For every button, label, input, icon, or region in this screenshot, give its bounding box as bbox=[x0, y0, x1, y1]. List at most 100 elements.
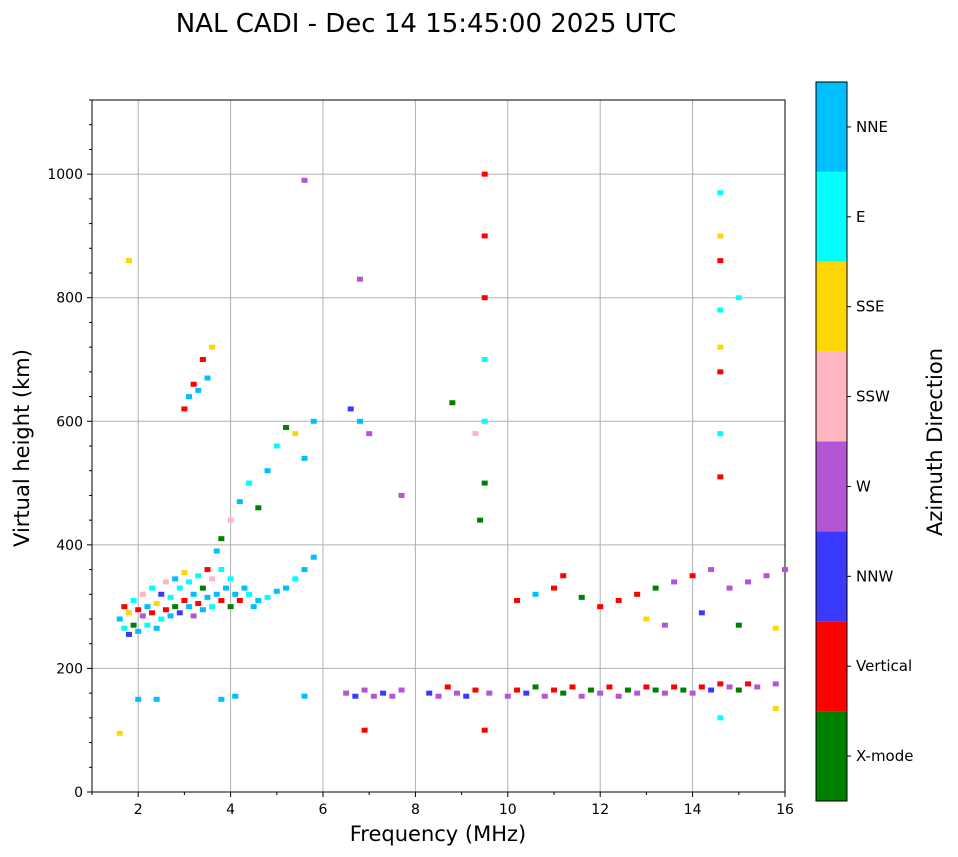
data-point bbox=[218, 567, 225, 573]
data-point bbox=[717, 258, 724, 264]
data-point bbox=[698, 610, 705, 616]
data-point bbox=[255, 597, 262, 603]
data-point bbox=[125, 631, 132, 637]
data-point bbox=[652, 687, 659, 693]
data-point bbox=[689, 573, 696, 579]
data-point bbox=[236, 499, 243, 505]
data-point bbox=[361, 687, 368, 693]
colorbar-tick-label: NNE bbox=[856, 118, 888, 136]
data-point bbox=[366, 431, 373, 437]
colorbar-swatch bbox=[816, 621, 847, 712]
data-point bbox=[204, 375, 211, 381]
data-point bbox=[121, 604, 128, 610]
data-point bbox=[125, 610, 132, 616]
data-point bbox=[162, 607, 169, 613]
data-point bbox=[153, 696, 160, 702]
data-point bbox=[606, 684, 613, 690]
colorbar-tick-label: SSW bbox=[856, 388, 890, 406]
data-point bbox=[624, 687, 631, 693]
data-point bbox=[398, 687, 405, 693]
data-point bbox=[435, 693, 442, 699]
grid bbox=[92, 100, 786, 793]
colorbar-swatch bbox=[816, 171, 847, 262]
colorbar-swatch bbox=[816, 441, 847, 532]
colorbar-swatch bbox=[816, 351, 847, 442]
x-tick-label: 4 bbox=[226, 802, 235, 818]
data-point bbox=[717, 344, 724, 350]
data-point bbox=[246, 480, 253, 486]
data-point bbox=[135, 607, 142, 613]
data-point bbox=[232, 693, 239, 699]
data-point bbox=[153, 625, 160, 631]
x-axis-label: Frequency (MHz) bbox=[350, 822, 526, 846]
data-point bbox=[292, 431, 299, 437]
data-point bbox=[481, 357, 488, 362]
data-point bbox=[398, 492, 405, 498]
data-point bbox=[199, 357, 206, 362]
data-point bbox=[708, 567, 715, 573]
data-point bbox=[204, 594, 211, 600]
data-point bbox=[218, 696, 225, 702]
x-tick-label: 12 bbox=[591, 802, 609, 818]
data-point bbox=[172, 604, 179, 610]
data-point bbox=[444, 684, 451, 690]
data-point bbox=[273, 588, 280, 594]
data-point bbox=[181, 597, 188, 603]
data-point bbox=[153, 601, 160, 607]
data-point bbox=[186, 604, 193, 610]
data-point bbox=[176, 585, 183, 591]
data-point bbox=[634, 591, 641, 597]
data-point bbox=[569, 684, 576, 690]
data-point bbox=[343, 690, 350, 696]
data-point bbox=[671, 684, 678, 690]
data-point bbox=[661, 622, 668, 628]
data-point bbox=[283, 424, 290, 430]
data-point bbox=[477, 517, 484, 523]
colorbar-tick-label: X-mode bbox=[856, 747, 913, 765]
data-point bbox=[361, 727, 368, 733]
x-tick-label: 16 bbox=[776, 802, 794, 818]
colorbar: X-mode Vertical NNW W SSW SSE E NNE bbox=[815, 81, 913, 802]
x-tick-label: 8 bbox=[411, 802, 420, 818]
x-tick-label: 14 bbox=[684, 802, 702, 818]
data-point bbox=[264, 468, 271, 474]
y-tick-label: 1000 bbox=[47, 167, 83, 183]
data-point bbox=[209, 344, 216, 350]
data-point bbox=[481, 295, 488, 301]
data-point bbox=[301, 177, 308, 183]
data-point bbox=[532, 591, 539, 597]
data-point bbox=[167, 594, 174, 600]
data-point bbox=[717, 474, 724, 480]
y-tick-label: 600 bbox=[56, 414, 83, 430]
data-points bbox=[116, 171, 788, 736]
data-point bbox=[283, 585, 290, 591]
data-point bbox=[587, 687, 594, 693]
data-point bbox=[236, 597, 243, 603]
data-point bbox=[380, 690, 387, 696]
data-point bbox=[708, 687, 715, 693]
data-point bbox=[116, 616, 123, 622]
data-point bbox=[735, 687, 742, 693]
data-point bbox=[615, 693, 622, 699]
data-point bbox=[195, 573, 202, 579]
x-tick-label: 10 bbox=[499, 802, 517, 818]
data-point bbox=[634, 690, 641, 696]
data-point bbox=[241, 585, 248, 591]
y-axis-label: Virtual height (km) bbox=[10, 349, 34, 547]
data-point bbox=[717, 369, 724, 375]
data-point bbox=[158, 616, 165, 622]
data-point bbox=[190, 591, 197, 597]
data-point bbox=[186, 579, 193, 585]
data-point bbox=[232, 591, 239, 597]
data-point bbox=[472, 687, 479, 693]
colorbar-swatch bbox=[816, 82, 847, 172]
data-point bbox=[227, 576, 234, 582]
data-point bbox=[481, 727, 488, 733]
data-point bbox=[209, 576, 216, 582]
data-point bbox=[218, 597, 225, 603]
data-point bbox=[347, 406, 354, 412]
data-point bbox=[551, 585, 557, 591]
data-point bbox=[222, 585, 229, 591]
data-point bbox=[172, 576, 179, 582]
